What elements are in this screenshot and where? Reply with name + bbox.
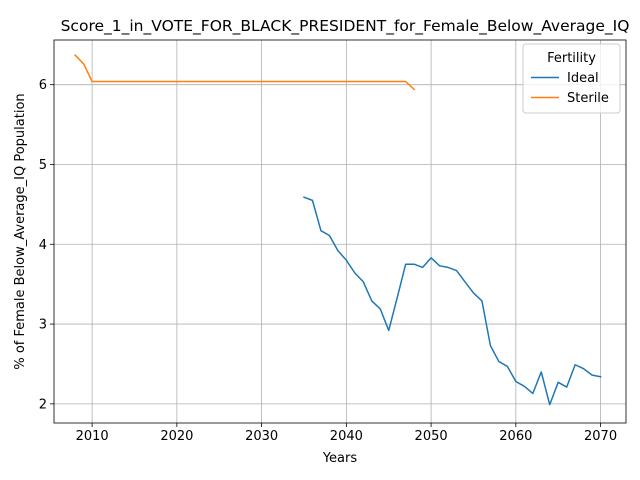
x-tick-label: 2030 <box>245 429 278 444</box>
y-tick-label: 6 <box>39 78 47 93</box>
plot-frame <box>53 39 627 424</box>
x-tick-label: 2060 <box>499 429 532 444</box>
y-axis-ticks: 2 3 4 5 6 <box>39 78 54 412</box>
legend-box <box>522 43 621 114</box>
x-tick-label: 2040 <box>330 429 363 444</box>
y-tick-label: 3 <box>39 318 47 333</box>
series-line-sterile <box>74 54 416 91</box>
x-tick-label: 2070 <box>584 429 617 444</box>
legend-label: Ideal <box>567 71 599 86</box>
y-tick-label: 4 <box>39 238 47 253</box>
legend-title: Fertility <box>547 51 596 66</box>
y-axis-label: % of Female Below_Average_IQ Population <box>13 93 28 369</box>
y-tick-label: 5 <box>39 158 47 173</box>
legend-label: Sterile <box>567 91 609 106</box>
x-tick-label: 2010 <box>76 429 109 444</box>
legend-entry-sterile: Sterile <box>531 91 609 106</box>
x-axis-ticks: 2010 2020 2030 2040 2050 2060 2070 <box>76 423 617 444</box>
legend: Fertility Ideal Sterile <box>522 43 621 114</box>
x-tick-label: 2020 <box>160 429 193 444</box>
plot-series <box>74 54 602 406</box>
grid-lines <box>54 40 626 423</box>
legend-entry-ideal: Ideal <box>531 71 599 86</box>
x-axis-label: Years <box>322 451 358 466</box>
legend-entries: Ideal Sterile <box>531 71 609 106</box>
y-tick-label: 2 <box>39 397 47 412</box>
chart-title: Score_1_in_VOTE_FOR_BLACK_PRESIDENT_for_… <box>61 17 630 36</box>
series-line-ideal <box>303 196 602 406</box>
x-tick-label: 2050 <box>415 429 448 444</box>
